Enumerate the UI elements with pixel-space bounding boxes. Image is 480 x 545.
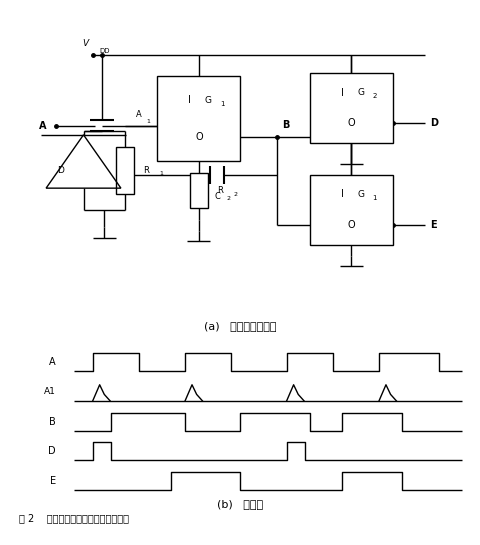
- Text: G: G: [356, 190, 363, 199]
- Text: V: V: [82, 39, 88, 49]
- Text: DD: DD: [99, 47, 110, 53]
- Bar: [116, 147, 134, 194]
- Text: G: G: [204, 95, 211, 105]
- Text: A: A: [39, 120, 47, 131]
- Text: B: B: [49, 416, 56, 427]
- Text: G: G: [356, 88, 363, 97]
- Text: (a)   脉冲分解器电路: (a) 脉冲分解器电路: [204, 321, 276, 331]
- Bar: [309, 73, 392, 143]
- Text: 2: 2: [227, 196, 230, 201]
- Text: B: B: [281, 120, 289, 130]
- Text: D: D: [57, 166, 64, 175]
- Text: O: O: [195, 132, 203, 142]
- Text: A1: A1: [44, 387, 56, 396]
- Text: A: A: [49, 357, 56, 367]
- Text: I: I: [340, 190, 343, 199]
- Text: R: R: [143, 166, 149, 175]
- Text: A: A: [136, 110, 142, 119]
- Text: R: R: [217, 186, 223, 195]
- Text: I: I: [188, 95, 191, 105]
- Text: (b)   时序图: (b) 时序图: [217, 499, 263, 509]
- Bar: [189, 173, 208, 209]
- Text: 1: 1: [159, 171, 163, 177]
- Bar: [157, 76, 240, 161]
- Text: E: E: [429, 220, 435, 231]
- Text: D: D: [429, 118, 437, 129]
- Text: C: C: [214, 192, 220, 201]
- Bar: [309, 175, 392, 245]
- Text: O: O: [347, 118, 354, 129]
- Text: 2: 2: [372, 93, 376, 99]
- Text: 图 2    模拟开关型脉冲分解器及时序图: 图 2 模拟开关型脉冲分解器及时序图: [19, 513, 129, 523]
- Text: 1: 1: [146, 119, 150, 124]
- Text: 2: 2: [233, 192, 237, 197]
- Text: O: O: [347, 220, 354, 231]
- Text: 1: 1: [219, 100, 224, 106]
- Text: I: I: [340, 88, 343, 98]
- Text: D: D: [48, 446, 56, 456]
- Text: 1: 1: [372, 195, 376, 201]
- Text: E: E: [49, 476, 56, 486]
